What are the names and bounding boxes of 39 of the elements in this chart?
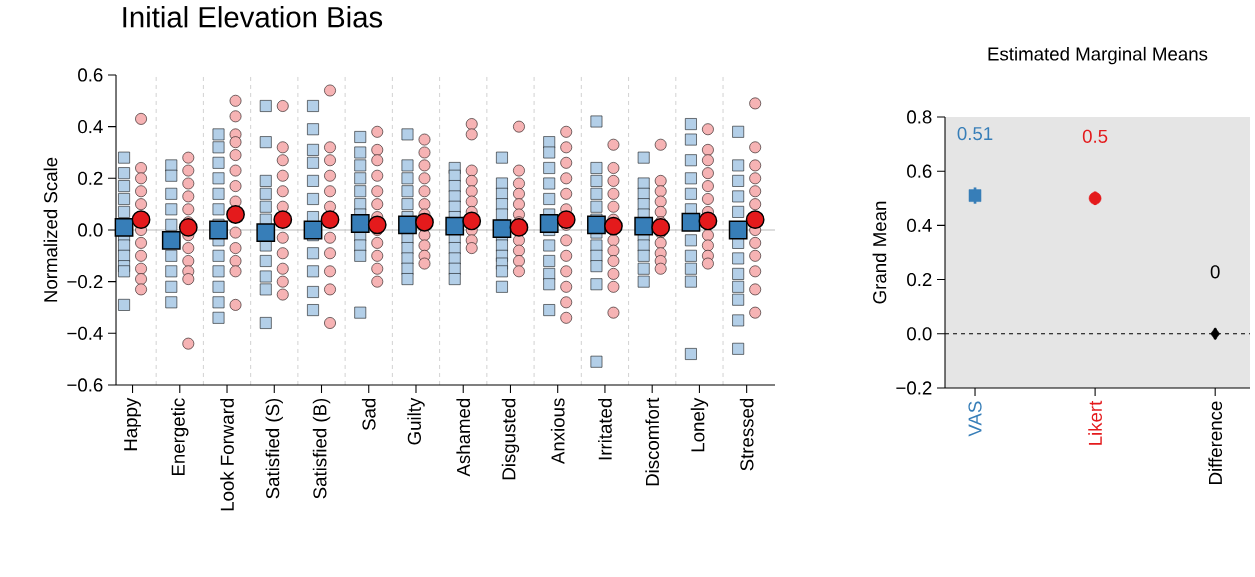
point <box>968 189 982 202</box>
y-tick-label: 0.0 <box>78 223 103 237</box>
y-tick-label: −0.2 <box>896 381 932 395</box>
x-tick-label: Guilty <box>407 397 425 445</box>
chart-title: Initial Elevation Bias <box>123 6 383 28</box>
x-tick-label: Look Forward <box>220 398 234 511</box>
data-label: 0.51 <box>957 126 993 141</box>
x-tick-label: Lonely <box>690 397 709 452</box>
x-tick-label: Sad <box>361 398 376 431</box>
y-tick-label: 0.8 <box>907 110 932 124</box>
y-tick-label: 0.4 <box>78 120 103 134</box>
y-tick-label: 0.6 <box>78 68 103 82</box>
y-axis-title: Grand Mean <box>872 201 887 304</box>
x-tick-label: Disgusted <box>501 398 520 480</box>
x-tick-label: VAS <box>968 401 982 437</box>
x-tick-label: Difference <box>1208 401 1223 484</box>
x-tick-label: Stressed <box>739 398 754 471</box>
point <box>1088 192 1102 205</box>
x-tick-label: Satisfied (B) <box>312 398 331 499</box>
y-tick-label: 0.2 <box>907 272 932 287</box>
y-tick-label: 0.4 <box>907 218 932 232</box>
x-tick-label: Anxious <box>550 398 565 465</box>
data-label: 0.5 <box>1082 129 1108 143</box>
x-tick-label: Happy <box>124 397 141 451</box>
y-tick-label: 0.2 <box>78 171 103 185</box>
y-tick-label: −0.6 <box>67 378 103 392</box>
x-tick-label: Energetic <box>171 398 189 476</box>
y-tick-label: 0.0 <box>907 327 932 341</box>
x-tick-label: Likert <box>1088 400 1102 445</box>
y-tick-label: 0.6 <box>907 164 932 178</box>
chart-title: Estimated Marginal Means <box>988 46 1208 65</box>
y-axis-title: Normalized Scale <box>43 157 58 302</box>
x-tick-label: Satisfied (S) <box>265 398 283 499</box>
y-tick-label: −0.2 <box>67 275 103 289</box>
x-tick-label: Discomfort <box>645 397 660 486</box>
x-tick-label: Ashamed <box>456 398 471 477</box>
y-tick-label: −0.4 <box>67 326 103 340</box>
x-tick-label: Irritated <box>598 398 612 460</box>
data-label: 0 <box>1210 265 1220 279</box>
